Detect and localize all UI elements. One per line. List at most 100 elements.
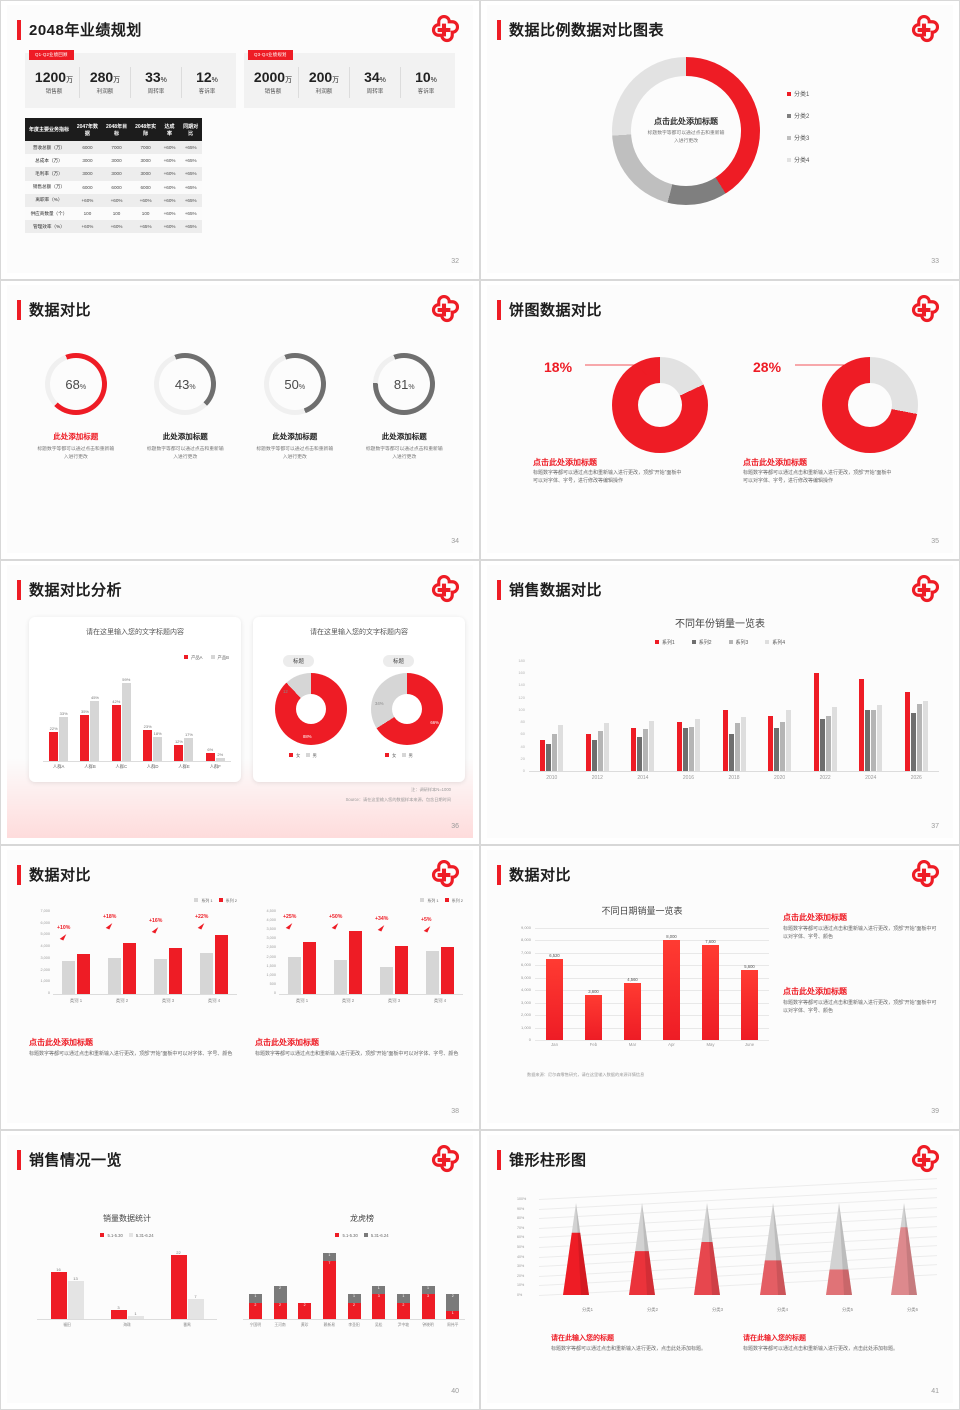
block-body-2: 标题数字等都可以通过点击和重新输入进行更改，点击此处添加标题。 bbox=[743, 1346, 899, 1352]
x-axis-label: Feb bbox=[589, 1042, 598, 1047]
bar-wrap: 18% bbox=[153, 663, 163, 761]
slide-41[interactable]: 锥形柱形图 100% 90% 80% 70% 60% 50% 40% 30% 20% 10% 0% … bbox=[480, 1130, 960, 1410]
x-axis-label: Jan bbox=[551, 1042, 558, 1047]
x-axis-label: 类别 1 bbox=[295, 998, 309, 1003]
x-axis-label: 类别 3 bbox=[161, 998, 175, 1003]
kpi-label: 客诉率 bbox=[417, 88, 435, 95]
x-axis-label: 类别 2 bbox=[341, 998, 355, 1003]
slide-36[interactable]: 数据对比分析 请在这里输入您的文字标题内容 产品A 产品B 22% 33% 35% 4… bbox=[0, 560, 480, 845]
bar bbox=[603, 722, 609, 771]
bar-wrap: 12% bbox=[174, 663, 184, 761]
bar bbox=[768, 716, 774, 771]
legend-item: 系列4 bbox=[765, 639, 785, 646]
kpi-item: 200万 利润额 bbox=[299, 67, 350, 98]
grouped-bar-plot: 22% 33% 35% 45% 42% 59% 23% 18% 12% 17% 6% 2% bbox=[43, 663, 231, 761]
x-axis-label: 钟晓明 bbox=[422, 1323, 434, 1327]
bar-wrap: 6% bbox=[205, 663, 215, 761]
legend-swatch-icon bbox=[363, 1233, 368, 1237]
gridline bbox=[535, 1040, 769, 1041]
bar-value-label: 6% bbox=[207, 747, 214, 753]
bar bbox=[916, 703, 922, 771]
slide-39[interactable]: 数据对比 不同日期销量一览表 9,000 8,000 7,000 6,000 5,000… bbox=[480, 845, 960, 1130]
stacked-bar-plot-right: 1 2 2 2 2 1 7 1 2 1 3 1 2 1 3 2 1 宁国明 王河南 黄珍 赖新易 李圣阳 吴松 尹中坡 钟晓明周… bbox=[243, 1245, 465, 1345]
table-cell: 3000 bbox=[101, 167, 132, 181]
callout-leader-line-right bbox=[795, 364, 858, 376]
x-axis-labels: 类别 1 类别 2 类别 3 类别 4 bbox=[53, 998, 237, 1004]
bar bbox=[780, 722, 786, 771]
bar-wrap: 22 bbox=[170, 1245, 187, 1319]
legend-swatch-icon bbox=[184, 655, 189, 659]
bar bbox=[734, 723, 740, 771]
column-header: 达成率 bbox=[160, 118, 179, 141]
y-axis-tick: 3,000 bbox=[40, 955, 50, 960]
chart-note-1: 注：调研样本N=1000 bbox=[411, 787, 451, 792]
table-cell: 毛利率（万） bbox=[25, 167, 73, 181]
table-row: 毛利率（万） 3000 3000 3000 +60% +65% bbox=[25, 167, 203, 181]
legend-item: 系列1 bbox=[654, 639, 675, 646]
x-axis-line bbox=[53, 994, 237, 995]
bar-group bbox=[666, 661, 712, 771]
bar-group: 2 bbox=[292, 1245, 317, 1319]
callout-leader-line-left bbox=[585, 364, 648, 376]
slide-33[interactable]: 数据比例数据对比图表 点击此处添加标题 标题数字等都可以通过点击和重新输入进行更… bbox=[480, 0, 960, 280]
cone-bar bbox=[625, 1203, 659, 1299]
legend-swatch-icon bbox=[305, 753, 310, 757]
x-axis-label: 2024 bbox=[865, 775, 877, 781]
progress-ring: 81% bbox=[373, 353, 436, 415]
gauge-value: 68% bbox=[65, 376, 87, 392]
bar-value-label: 7 bbox=[194, 1293, 197, 1299]
legend-swatch-icon bbox=[654, 640, 659, 644]
donut-legend-1: 女 男 bbox=[289, 753, 317, 759]
x-axis-labels: Jan Feb Mar Apr May June bbox=[535, 1042, 769, 1047]
donut-center-body: 标题数字等都可以通过点击和重新输入进行更改 bbox=[647, 130, 725, 144]
slide-40[interactable]: 销售情况一览 销量数据统计 5.1-5.30 5.31-6.24 16 13 3 1 22… bbox=[0, 1130, 480, 1410]
legend-swatch-icon bbox=[787, 158, 791, 162]
table-cell: +60% bbox=[160, 141, 179, 155]
table-cell: +65% bbox=[131, 220, 161, 234]
x-axis-line bbox=[43, 761, 231, 762]
slide-header: 销售数据对比 bbox=[497, 579, 602, 600]
bar bbox=[585, 995, 602, 1040]
bar-group: 4,560 bbox=[613, 928, 652, 1040]
y-axis-tick: 6,000 bbox=[520, 962, 531, 968]
bar-plot: 16 13 3 1 22 7 bbox=[37, 1245, 217, 1319]
legend-item: 分类4 bbox=[787, 155, 809, 164]
legend-label: 系列3 bbox=[735, 640, 749, 646]
slide-37[interactable]: 销售数据对比 不同年份销量一览表 系列1 系列2 系列3 系列4 180 160 140 1… bbox=[480, 560, 960, 845]
chart-note-2: Source：请在这里输入您的数据样本来源，包含日期时间 bbox=[345, 797, 451, 802]
bar-wrap: 33% bbox=[59, 663, 69, 761]
slide-34[interactable]: 数据对比 68% 此处添加标题 标题数字等都可以通过点击和重新输入进行更改 43% 此处… bbox=[0, 280, 480, 560]
gender-donut-2: 34% 66% bbox=[371, 673, 443, 745]
bar bbox=[215, 758, 225, 761]
x-axis-line bbox=[279, 994, 463, 995]
x-axis-label: 2026 bbox=[910, 775, 922, 781]
bar-segment-bottom: 2 bbox=[298, 1302, 312, 1319]
arrow-icon bbox=[197, 921, 205, 930]
table-cell: +60% bbox=[160, 180, 179, 194]
slide-38[interactable]: 数据对比 系列 1 系列 2 7,000 6,000 5,000 4,000 3,000 2,… bbox=[0, 845, 480, 1130]
block-body-1: 标题数字等都可以通过点击和重新输入进行更改，顶部“开始”面板中可以对字体、字号、… bbox=[783, 926, 937, 940]
table-cell: +65% bbox=[178, 141, 203, 155]
donut-title-pill-2: 标题 bbox=[383, 655, 415, 667]
bar-value-label: 8,000 bbox=[666, 934, 677, 940]
bar bbox=[702, 945, 719, 1040]
slide-32[interactable]: 2048年业绩规划 Q1-Q2业绩回顾 1200万 销售额 280万 利润额 33%… bbox=[0, 0, 480, 280]
x-axis-label: 2022 bbox=[819, 775, 831, 781]
slide-35[interactable]: 饼图数据对比 18% 点击此处添加标题 标题数字等都可以通过点击和重新输入进行更… bbox=[480, 280, 960, 560]
arrow-icon bbox=[285, 921, 293, 930]
cone-plot bbox=[543, 1199, 937, 1299]
item-body-right: 标题数字等都可以通过点击和重新输入进行更改，顶部“开始”面板中可以对字体、字号，… bbox=[743, 470, 892, 484]
gauge-item: 68% 此处添加标题 标题数字等都可以通过点击和重新输入进行更改 bbox=[21, 353, 131, 462]
y-axis-tick: 6,000 bbox=[40, 920, 50, 925]
x-axis-line bbox=[243, 1319, 465, 1320]
page-number: 33 bbox=[931, 258, 939, 265]
legend-item: 系列2 bbox=[691, 639, 712, 646]
slice-label: 88% bbox=[303, 734, 312, 739]
card-title: 请在这里输入您的文字标题内容 bbox=[310, 629, 408, 636]
column-header: 2047年数据 bbox=[72, 118, 102, 141]
x-axis-label: 分类5 bbox=[842, 1307, 853, 1312]
page-number: 38 bbox=[451, 1108, 459, 1115]
legend-swatch-icon bbox=[210, 655, 215, 659]
